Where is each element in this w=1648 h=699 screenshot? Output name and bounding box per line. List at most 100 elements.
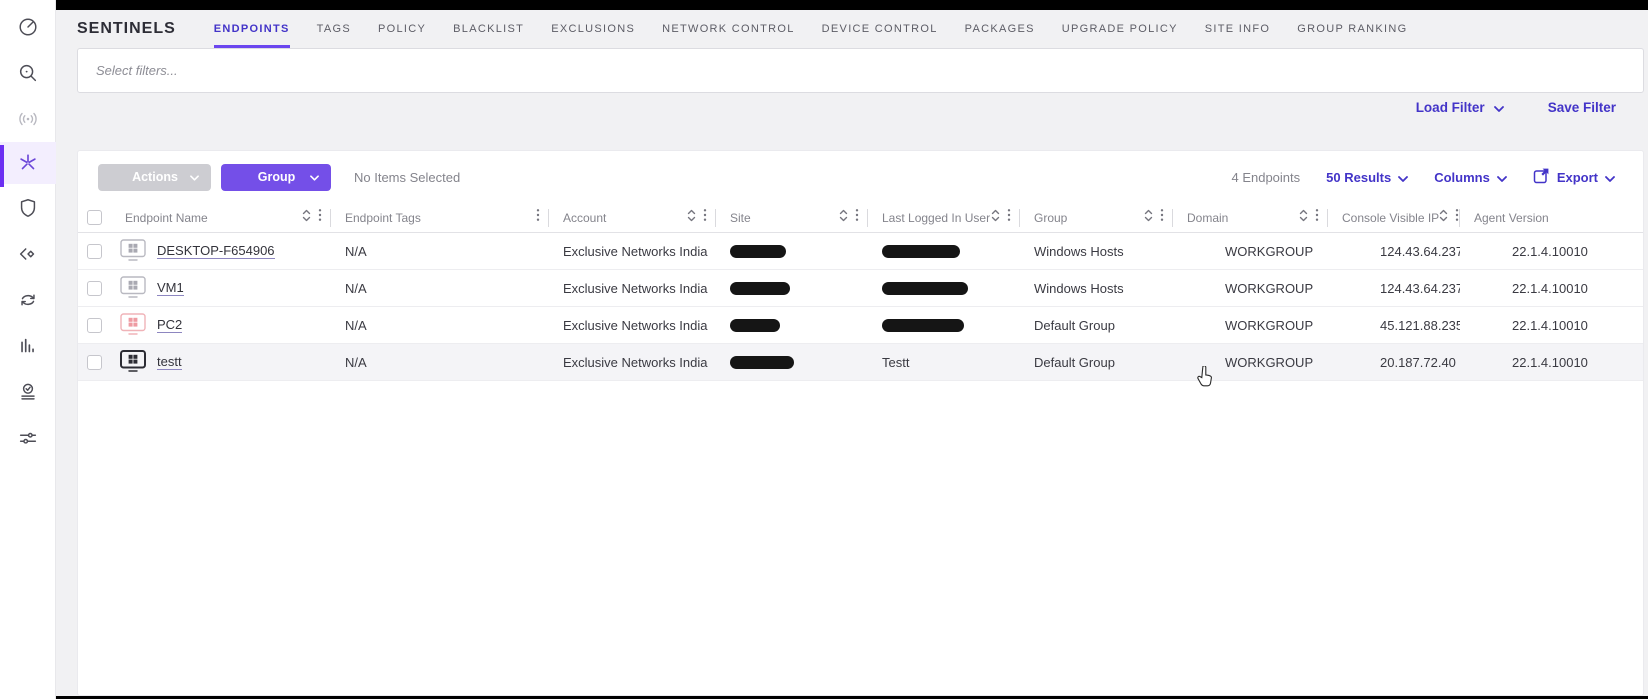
- row-checkbox[interactable]: [87, 354, 102, 370]
- column-header-domain[interactable]: Domain: [1173, 208, 1328, 227]
- table-row[interactable]: DESKTOP-F654906 N/A Exclusive Networks I…: [78, 233, 1643, 270]
- column-menu-icon[interactable]: [855, 208, 859, 227]
- sidebar-item-settings[interactable]: [0, 415, 56, 460]
- row-checkbox[interactable]: [87, 243, 102, 259]
- endpoint-name-link[interactable]: VM1: [157, 280, 184, 296]
- row-checkbox[interactable]: [87, 317, 102, 333]
- column-label: Last Logged In User: [882, 210, 991, 225]
- column-menu-icon[interactable]: [1160, 208, 1164, 227]
- actions-button[interactable]: Actions: [98, 163, 211, 191]
- redaction-bar: [882, 318, 964, 332]
- endpoint-tags-cell: N/A: [345, 243, 367, 259]
- endpoints-table-card: Actions Group No Items Selected 4 Endpoi…: [77, 150, 1644, 696]
- tab-device-control[interactable]: DEVICE CONTROL: [821, 22, 938, 35]
- load-filter-button[interactable]: Load Filter: [1416, 100, 1504, 115]
- column-header-site[interactable]: Site: [716, 208, 868, 227]
- broadcast-signal-icon: [17, 108, 39, 130]
- account-cell: Exclusive Networks India: [563, 354, 708, 370]
- rogues-tag-icon: [17, 243, 39, 265]
- tab-blacklist[interactable]: BLACKLIST: [453, 22, 525, 35]
- table-row[interactable]: PC2 N/A Exclusive Networks India Default…: [78, 307, 1643, 344]
- results-dropdown[interactable]: 50 Results: [1326, 170, 1409, 185]
- select-all-checkbox[interactable]: [87, 210, 102, 225]
- console-visible-ip-cell: 20.187.72.40: [1380, 354, 1456, 370]
- column-menu-icon[interactable]: [536, 208, 540, 227]
- visibility-search-icon: [17, 62, 39, 84]
- filter-input[interactable]: Select filters...: [77, 48, 1644, 93]
- columns-label: Columns: [1434, 169, 1490, 185]
- sidebar-item-broadcast[interactable]: [0, 96, 56, 141]
- row-checkbox[interactable]: [87, 280, 102, 296]
- sort-icon[interactable]: [991, 209, 1000, 227]
- sidebar-item-reports[interactable]: [0, 323, 56, 368]
- endpoint-name-link[interactable]: PC2: [157, 317, 183, 333]
- column-label: Group: [1034, 210, 1068, 225]
- domain-cell: WORKGROUP: [1225, 243, 1314, 259]
- page-title: SENTINELS: [77, 20, 176, 37]
- endpoint-name-cell: PC2: [111, 312, 331, 338]
- sort-icon[interactable]: [1299, 209, 1308, 227]
- column-menu-icon[interactable]: [1315, 208, 1319, 227]
- account-cell: Exclusive Networks India: [563, 280, 708, 296]
- column-header-endpoint-tags[interactable]: Endpoint Tags: [331, 208, 549, 227]
- sort-icon[interactable]: [1439, 209, 1448, 227]
- table-row[interactable]: testt N/A Exclusive Networks India Testt…: [78, 344, 1643, 381]
- tab-site-info[interactable]: SITE INFO: [1204, 22, 1271, 35]
- sort-icon[interactable]: [1144, 209, 1153, 227]
- sidebar-item-dashboard[interactable]: [0, 4, 56, 49]
- tab-endpoints[interactable]: ENDPOINTS: [213, 10, 290, 48]
- shield-icon: [17, 197, 39, 219]
- settings-sliders-icon: [17, 427, 39, 449]
- sidebar-item-sync[interactable]: [0, 277, 56, 322]
- endpoint-count: 4 Endpoints: [1231, 169, 1301, 185]
- column-menu-icon[interactable]: [703, 208, 707, 227]
- columns-dropdown[interactable]: Columns: [1434, 170, 1507, 185]
- sidebar-item-protection[interactable]: [0, 185, 56, 230]
- column-header-last-logged-in-user[interactable]: Last Logged In User: [868, 208, 1020, 227]
- export-button[interactable]: Export: [1533, 167, 1615, 187]
- endpoint-name-link[interactable]: DESKTOP-F654906: [157, 243, 275, 259]
- table-row[interactable]: VM1 N/A Exclusive Networks India Windows…: [78, 270, 1643, 307]
- column-header-group[interactable]: Group: [1020, 208, 1173, 227]
- save-filter-label: Save Filter: [1547, 100, 1616, 115]
- save-filter-button[interactable]: Save Filter: [1548, 100, 1616, 115]
- group-button[interactable]: Group: [221, 163, 331, 191]
- filter-placeholder: Select filters...: [96, 63, 178, 78]
- tab-network-control[interactable]: NETWORK CONTROL: [662, 22, 795, 35]
- sidebar-item-visibility[interactable]: [0, 50, 56, 95]
- dashboard-gauge-icon: [17, 16, 39, 38]
- sidebar-item-sentinels[interactable]: [0, 142, 56, 184]
- endpoint-name-cell: VM1: [111, 275, 331, 301]
- tab-group-ranking[interactable]: GROUP RANKING: [1297, 22, 1408, 35]
- sort-icon[interactable]: [687, 209, 696, 227]
- column-header-console-visible-ip[interactable]: Console Visible IP: [1328, 208, 1460, 227]
- column-header-agent-version[interactable]: Agent Version: [1460, 209, 1643, 227]
- domain-cell: WORKGROUP: [1225, 354, 1314, 370]
- screen-edge-bottom: [0, 696, 1648, 699]
- chevron-down-icon: [310, 170, 319, 184]
- redaction-bar: [730, 355, 794, 369]
- column-header-endpoint-name[interactable]: Endpoint Name: [111, 208, 331, 227]
- chevron-down-icon: [1398, 170, 1409, 185]
- last-logged-in-user-cell: Testt: [882, 354, 910, 370]
- tab-policy[interactable]: POLICY: [378, 22, 427, 35]
- row-select-cell: [78, 243, 111, 259]
- tab-packages[interactable]: PACKAGES: [964, 22, 1035, 35]
- tab-tags[interactable]: TAGS: [316, 22, 352, 35]
- sidebar-item-rogues[interactable]: [0, 231, 56, 276]
- column-menu-icon[interactable]: [318, 208, 322, 227]
- group-button-label: Group: [257, 170, 296, 184]
- tab-exclusions[interactable]: EXCLUSIONS: [551, 22, 636, 35]
- column-menu-icon[interactable]: [1455, 208, 1459, 227]
- column-label: Endpoint Name: [125, 210, 208, 225]
- endpoint-name-link[interactable]: testt: [157, 354, 182, 370]
- row-select-cell: [78, 317, 111, 333]
- column-menu-icon[interactable]: [1007, 208, 1011, 227]
- last-logged-in-user-cell: [868, 244, 1020, 258]
- tab-upgrade-policy[interactable]: UPGRADE POLICY: [1061, 22, 1178, 35]
- sort-icon[interactable]: [302, 209, 311, 227]
- sort-icon[interactable]: [839, 209, 848, 227]
- load-filter-label: Load Filter: [1415, 100, 1485, 115]
- sidebar-item-activity[interactable]: [0, 369, 56, 414]
- column-header-account[interactable]: Account: [549, 208, 716, 227]
